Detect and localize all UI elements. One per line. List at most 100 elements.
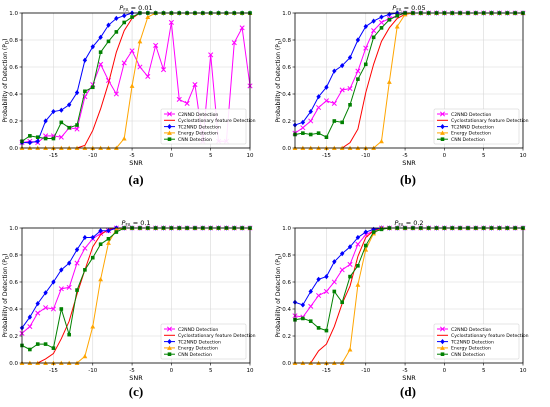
- data-point: [379, 14, 384, 20]
- data-point: [74, 126, 80, 132]
- data-point: [137, 38, 143, 44]
- data-point: [324, 135, 329, 139]
- data-point: [355, 37, 361, 43]
- x-axis-label: SNR: [402, 159, 416, 167]
- data-point: [371, 18, 376, 24]
- legend-label: CNN Detection: [451, 352, 485, 358]
- chart-title-symbol: P: [394, 219, 398, 227]
- data-point: [316, 326, 321, 330]
- legend-marker: [440, 352, 445, 356]
- data-point: [58, 286, 64, 292]
- data-point: [35, 135, 40, 139]
- data-point: [28, 134, 32, 138]
- data-point: [43, 290, 48, 296]
- x-tick-label: 5: [209, 153, 213, 159]
- data-point: [316, 131, 321, 135]
- legend-label: TC2NND Detection: [177, 124, 221, 130]
- data-point: [168, 19, 174, 26]
- legend-entry: CNN Detection: [164, 137, 212, 143]
- data-point: [98, 61, 104, 67]
- data-point: [308, 319, 313, 323]
- data-point: [176, 96, 182, 102]
- legend-entry: Cyclostationary feature Detection: [437, 118, 529, 124]
- legend-entry: TC2NND Detection: [437, 124, 494, 130]
- data-point: [75, 123, 79, 127]
- data-point: [58, 134, 64, 140]
- chart-title-value: = 0.05: [402, 4, 426, 12]
- data-point: [355, 241, 361, 247]
- legend-marker: [166, 326, 173, 332]
- x-tick-label: -10: [88, 153, 97, 159]
- x-tick-label: 0: [443, 153, 447, 159]
- chart-title-subscript: FA: [123, 8, 129, 14]
- data-point: [332, 259, 337, 265]
- data-point: [347, 86, 353, 92]
- y-tick-label: 0.6: [9, 65, 18, 71]
- x-tick-label: -10: [361, 153, 370, 159]
- legend-box: [433, 108, 520, 145]
- y-axis-label-close: ): [2, 254, 9, 256]
- chart-panel-b: -15 -10 -5 0 5 10 0.0 0.2 0.4 0.6 0.8 1.0 PFA = 0.05…: [275, 4, 529, 187]
- legend-label: Energy Detection: [178, 346, 218, 352]
- legend-entry: Energy Detection: [437, 130, 491, 137]
- y-axis-label-close: ): [2, 39, 9, 41]
- y-tick-label: 0.8: [282, 38, 291, 44]
- legend-entry: C2NND Detection: [164, 326, 218, 333]
- data-point: [348, 103, 352, 107]
- y-axis-label-subscript: D: [278, 256, 283, 259]
- legend-entry: TC2NND Detection: [164, 339, 221, 345]
- legend-label: TC2NND Detection: [450, 124, 494, 130]
- data-point: [98, 50, 103, 54]
- chart-title: PFA = 0.05: [392, 4, 425, 14]
- chart-title: PFA = 0.2: [394, 219, 423, 229]
- data-point: [363, 23, 368, 30]
- data-point: [356, 77, 360, 81]
- data-point: [379, 227, 384, 232]
- data-point: [300, 125, 306, 131]
- y-tick-label: 0.0: [9, 146, 18, 152]
- legend-entry: CNN Detection: [164, 352, 212, 358]
- x-tick-label: 0: [170, 368, 174, 374]
- x-tick-label: -15: [322, 153, 331, 159]
- data-point: [82, 353, 88, 359]
- data-point: [121, 136, 127, 141]
- data-point: [43, 305, 49, 311]
- legend-entry: Cyclostationary feature Detection: [437, 333, 529, 339]
- legend-label: CNN Detection: [178, 137, 212, 143]
- y-tick-label: 1.0: [9, 11, 18, 17]
- data-point: [122, 20, 127, 25]
- data-point: [106, 228, 111, 234]
- data-point: [27, 314, 33, 320]
- legend-box: [433, 323, 520, 360]
- data-point: [379, 26, 384, 30]
- data-point: [129, 83, 135, 88]
- data-point: [59, 120, 64, 125]
- legend-label: TC2NND Detection: [450, 339, 494, 345]
- legend-label: Cyclostationary feature Detection: [451, 333, 529, 339]
- data-point: [332, 68, 337, 74]
- legend-label: Energy Detection: [451, 346, 491, 352]
- y-tick-label: 0.2: [9, 119, 18, 125]
- chart-title-subscript: FA: [398, 223, 404, 229]
- data-point: [355, 282, 361, 287]
- data-point: [378, 19, 385, 26]
- data-point: [387, 17, 392, 22]
- data-point: [106, 22, 111, 28]
- legend-entry: Energy Detection: [437, 345, 491, 352]
- data-point: [394, 24, 400, 29]
- y-tick-label: 0.0: [282, 361, 291, 367]
- data-point: [323, 98, 330, 104]
- data-point: [50, 306, 57, 312]
- data-point: [347, 347, 353, 352]
- y-axis-label-text: Probability of Detection (P: [2, 259, 9, 338]
- legend-label: CNN Detection: [178, 352, 212, 358]
- data-point: [339, 251, 345, 257]
- data-point: [371, 35, 376, 40]
- data-point: [35, 310, 41, 316]
- data-point: [363, 45, 369, 51]
- legend-label: C2NND Detection: [178, 327, 218, 333]
- data-point: [356, 264, 360, 268]
- y-axis-label-subscript: D: [5, 41, 10, 44]
